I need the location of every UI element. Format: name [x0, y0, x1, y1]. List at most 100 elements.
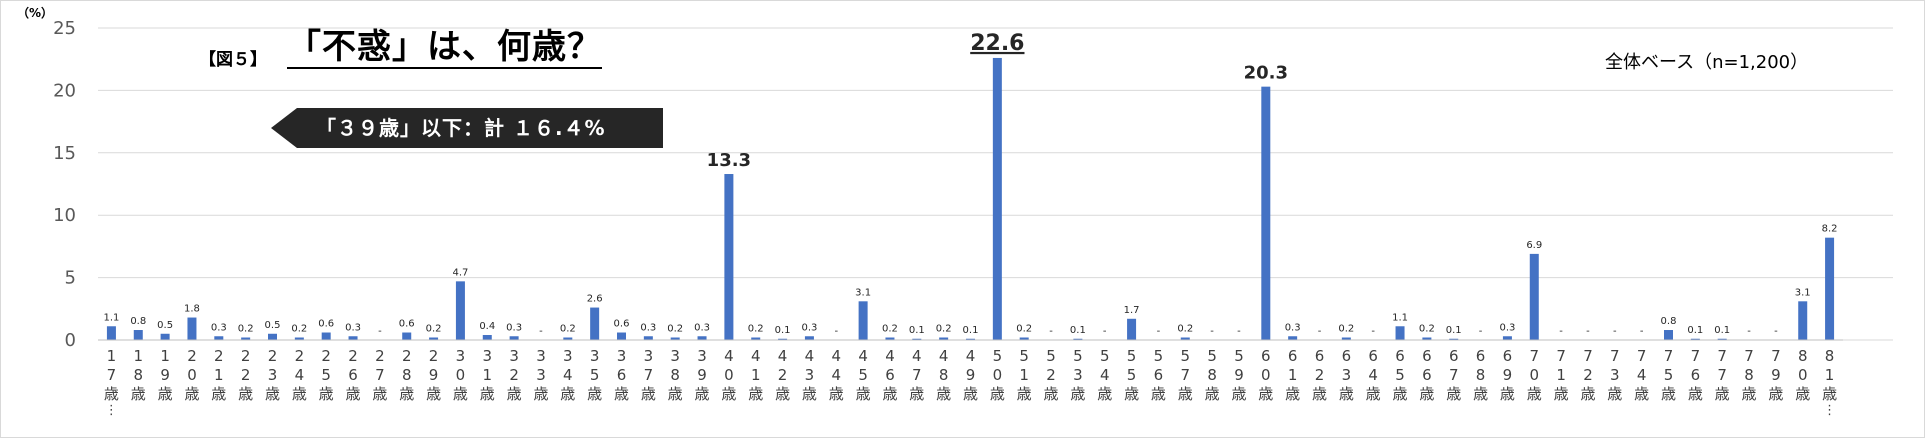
y-tick-label: 0: [65, 330, 76, 351]
data-label: 0.8: [1661, 316, 1677, 327]
bar: [348, 336, 358, 340]
data-label: 1.8: [184, 304, 200, 315]
data-label: -: [1559, 326, 1563, 337]
data-label: 0.2: [667, 324, 683, 335]
bar: [1664, 330, 1673, 340]
data-label: 0.2: [936, 324, 952, 335]
bar: [778, 338, 788, 340]
bar: [1288, 336, 1298, 340]
data-label: 0.3: [345, 322, 361, 333]
data-label: -: [1747, 326, 1751, 337]
data-label: 0.5: [157, 320, 173, 331]
bar: [992, 57, 1002, 341]
data-label: 6.9: [1526, 240, 1542, 251]
data-label: -: [1318, 326, 1322, 337]
data-label: 0.2: [1016, 324, 1032, 335]
bar: [1825, 237, 1835, 340]
bar: [1261, 86, 1271, 340]
data-label: -: [1210, 326, 1214, 337]
callout-banner: 「３９歳」以下：計 １６.４%: [271, 108, 663, 148]
bar: [482, 335, 492, 340]
bar: [455, 281, 465, 340]
data-label: 0.4: [479, 321, 495, 332]
data-label: 0.1: [1070, 325, 1086, 336]
callout-text: 「３９歳」以下：計 １６.４%: [316, 116, 606, 140]
data-label: -: [1049, 326, 1053, 337]
bar: [268, 333, 277, 340]
bar: [1449, 338, 1459, 340]
bar: [241, 337, 251, 340]
data-label: -: [1613, 326, 1617, 337]
bar: [1529, 253, 1539, 340]
data-label: 0.8: [130, 316, 146, 327]
bar: [1798, 301, 1808, 340]
bar: [563, 337, 573, 340]
data-label: 0.3: [694, 322, 710, 333]
data-label: 1.1: [1392, 312, 1408, 323]
data-label: -: [1479, 326, 1483, 337]
data-label: 0.3: [506, 322, 522, 333]
data-label: 0.3: [211, 322, 227, 333]
data-label: 0.2: [238, 324, 254, 335]
data-label: 0.2: [1338, 324, 1354, 335]
bar: [885, 337, 895, 340]
bar: [106, 326, 116, 340]
bar: [1019, 337, 1029, 340]
data-label: 0.1: [775, 325, 791, 336]
y-axis-unit: （%）: [17, 6, 54, 20]
bar: [429, 337, 439, 340]
data-label: -: [834, 326, 838, 337]
bar: [1127, 318, 1137, 340]
data-label: 0.6: [614, 319, 630, 330]
data-label: -: [1103, 326, 1107, 337]
data-label: -: [1157, 326, 1161, 337]
data-label: 20.3: [1244, 63, 1288, 84]
bar: [966, 338, 975, 340]
data-label: 0.2: [748, 324, 764, 335]
y-tick-label: 20: [53, 80, 76, 101]
base-note: 全体ベース（n=1,200）: [1605, 52, 1809, 73]
bar: [617, 332, 626, 340]
data-label: 0.3: [1499, 322, 1515, 333]
data-label: 4.7: [452, 267, 468, 278]
data-label: 0.3: [640, 322, 656, 333]
bar: [321, 332, 331, 340]
bar: [1073, 338, 1083, 340]
bar: [939, 337, 949, 340]
figure-tag: 【図５】: [199, 50, 267, 70]
bar: [590, 307, 600, 340]
data-label: 0.1: [1714, 325, 1730, 336]
